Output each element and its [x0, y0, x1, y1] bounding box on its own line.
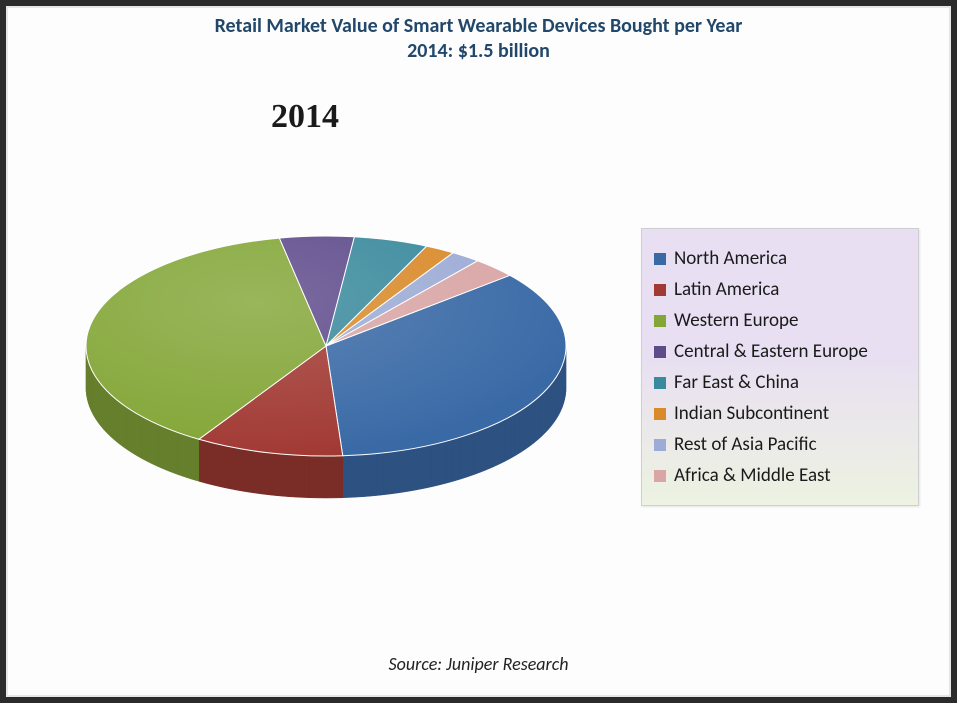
title-line-1: Retail Market Value of Smart Wearable De…	[6, 14, 951, 39]
legend-swatch	[654, 253, 666, 265]
legend-item: Rest of Asia Pacific	[654, 433, 906, 456]
legend-item: Central & Eastern Europe	[654, 340, 906, 363]
source-text: Source: Juniper Research	[6, 653, 951, 675]
chart-frame: Retail Market Value of Smart Wearable De…	[0, 0, 957, 703]
pie-chart	[66, 186, 586, 526]
legend-label: Central & Eastern Europe	[674, 340, 868, 363]
legend-label: Western Europe	[674, 309, 798, 332]
legend-swatch	[654, 439, 666, 451]
legend-item: Africa & Middle East	[654, 464, 906, 487]
legend-swatch	[654, 377, 666, 389]
legend-swatch	[654, 284, 666, 296]
year-label: 2014	[271, 98, 339, 136]
legend-label: Rest of Asia Pacific	[674, 433, 817, 456]
legend-swatch	[654, 408, 666, 420]
legend-label: Latin America	[674, 278, 779, 301]
title-line-2: 2014: $1.5 billion	[6, 39, 951, 64]
legend-label: Africa & Middle East	[674, 464, 831, 487]
legend-item: Western Europe	[654, 309, 906, 332]
legend-item: Far East & China	[654, 371, 906, 394]
legend-item: Latin America	[654, 278, 906, 301]
legend-swatch	[654, 470, 666, 482]
legend-label: Far East & China	[674, 371, 799, 394]
legend-label: North America	[674, 247, 787, 270]
title-block: Retail Market Value of Smart Wearable De…	[6, 6, 951, 64]
legend: North America Latin America Western Europe…	[641, 228, 919, 506]
legend-swatch	[654, 346, 666, 358]
legend-item: North America	[654, 247, 906, 270]
legend-swatch	[654, 315, 666, 327]
legend-label: Indian Subcontinent	[674, 402, 829, 425]
legend-item: Indian Subcontinent	[654, 402, 906, 425]
